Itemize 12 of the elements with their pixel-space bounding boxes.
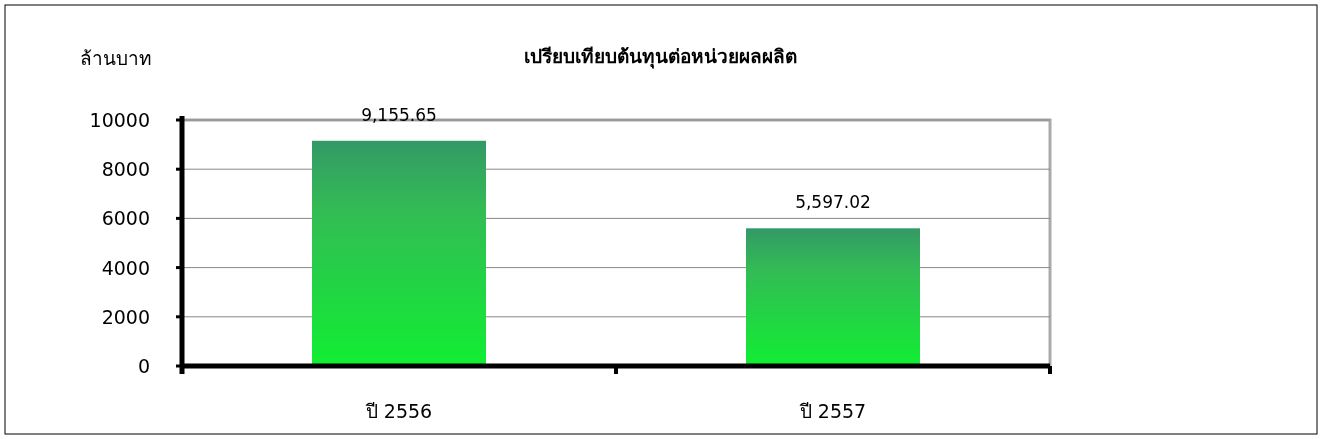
chart-title: เปรียบเทียบต้นทุนต่อหน่วยผลผลิต (523, 45, 797, 69)
y-tick-label: 0 (137, 355, 150, 377)
y-tick-label: 10000 (89, 109, 150, 131)
y-tick-label: 6000 (101, 207, 150, 230)
x-tick-label: ปี 2556 (364, 400, 433, 422)
x-tick-label: ปี 2557 (798, 400, 867, 422)
data-label: 9,155.65 (361, 104, 437, 125)
data-label: 5,597.02 (795, 192, 871, 213)
y-axis-title: ล้านบาท (80, 47, 152, 69)
y-tick-label: 8000 (101, 158, 150, 181)
y-tick-label: 4000 (101, 256, 150, 279)
y-tick-label: 2000 (101, 305, 150, 328)
